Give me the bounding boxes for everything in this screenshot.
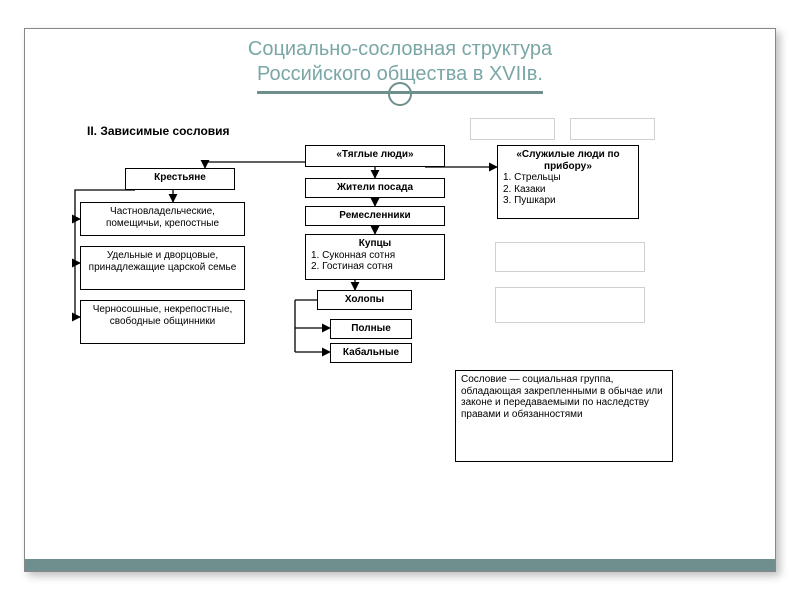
node-chernososhnye: Черносошные, некрепостные, свободные общ… [80,300,245,344]
node-priboru-body: 1. Стрельцы 2. Казаки 3. Пушкари [503,172,633,207]
node-chastnovladelcheskie: Частновладельческие, помещичьи, крепостн… [80,202,245,236]
slide-title: Социально-сословная структура Российског… [25,29,775,108]
node-kuptsy-title: Купцы [311,238,439,250]
node-krestyane: Крестьяне [125,168,235,190]
bottom-accent [25,559,775,571]
ghost-box [570,118,655,140]
section-heading: II. Зависимые сословия [87,124,230,138]
definition-soslovie: Сословие — социальная группа, обладающая… [455,370,673,462]
ghost-box [470,118,555,140]
node-remeslenniki: Ремесленники [305,206,445,226]
node-polnye: Полные [330,319,412,339]
node-kuptsy-body: 1. Суконная сотня 2. Гостиная сотня [311,250,439,273]
node-kabalnye: Кабальные [330,343,412,363]
title-line-1: Социально-сословная структура [85,37,715,62]
diagram-canvas: II. Зависимые сословия «Тяглые люди» Кре… [25,112,775,532]
node-kholopy: Холопы [317,290,412,310]
node-sluzhilye-po-priboru: «Служилые люди по прибору» 1. Стрельцы 2… [497,145,639,219]
node-zhiteli-posada: Жители посада [305,178,445,198]
node-tyagle-lyudi: «Тяглые люди» [305,145,445,167]
node-kuptsy: Купцы 1. Суконная сотня 2. Гостиная сотн… [305,234,445,280]
node-udelnye: Удельные и дворцовые, принадлежащие царс… [80,246,245,290]
ghost-box [495,242,645,272]
definition-text: Сословие — социальная группа, обладающая… [461,374,663,420]
node-priboru-title: «Служилые люди по прибору» [503,149,633,172]
slide-frame: Социально-сословная структура Российског… [24,28,776,572]
ghost-box [495,287,645,323]
title-line-2: Российского общества в XVIIв. [257,62,543,94]
